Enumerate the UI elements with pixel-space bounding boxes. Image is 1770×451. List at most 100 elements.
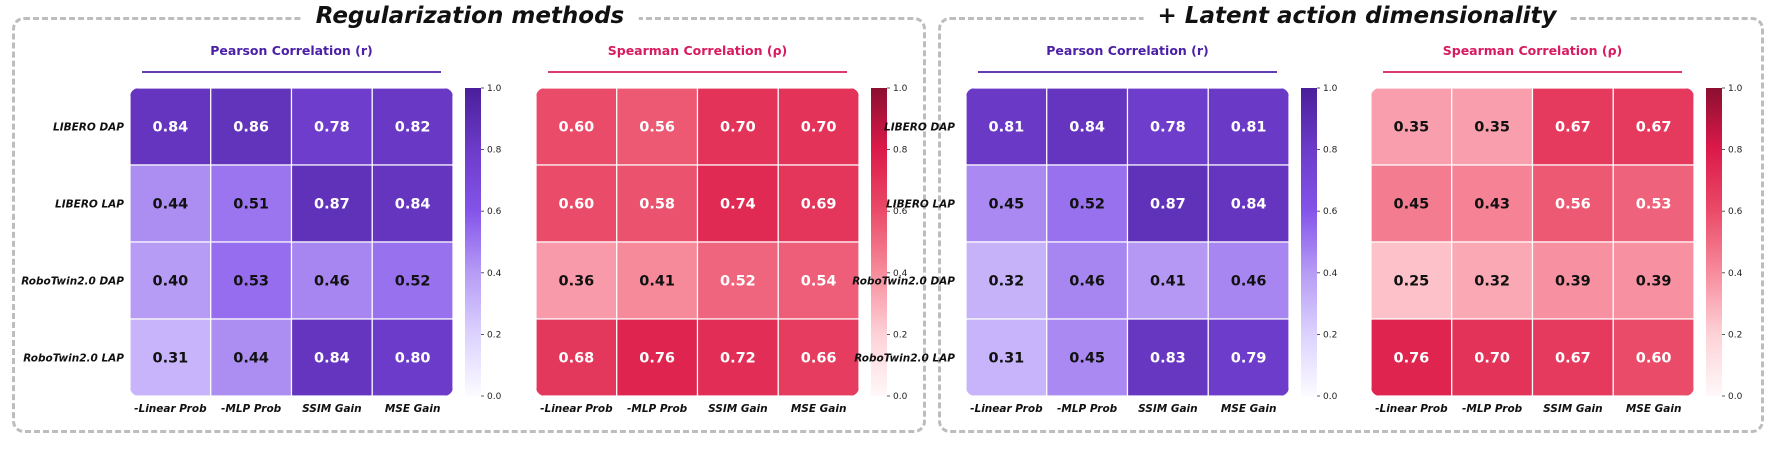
cell-value-label: 0.76 — [639, 351, 675, 367]
cell-value-label: 0.51 — [233, 197, 269, 213]
heatmap-cell — [1046, 241, 1129, 320]
column-label: -Linear Prob — [134, 403, 207, 415]
heatmap-cell — [290, 318, 373, 396]
cell-value-label: 0.66 — [801, 351, 837, 367]
colorbar-tick-label: 0.6 — [893, 207, 908, 217]
cell-value-label: 0.84 — [314, 351, 350, 367]
cell-value-label: 0.58 — [639, 197, 675, 213]
heatmap-title: Spearman Correlation (ρ) — [608, 43, 788, 58]
cell-value-label: 0.67 — [1555, 351, 1591, 367]
cell-value-label: 0.80 — [395, 351, 431, 367]
heatmap-cell — [777, 164, 859, 243]
heatmap-cell — [1207, 164, 1289, 243]
colorbar-tick-label: 0.2 — [1728, 330, 1742, 340]
heatmap-cells — [966, 88, 1289, 396]
row-label: LIBERO DAP — [884, 122, 955, 134]
colorbar-tick-label: 0.8 — [893, 146, 908, 156]
colorbar: 0.0 0.2 0.4 0.6 0.8 1.0 — [465, 84, 502, 402]
cell-value-label: 0.56 — [639, 120, 675, 136]
cell-value-label: 0.78 — [314, 120, 350, 136]
heatmap-cell — [777, 318, 859, 396]
cell-value-label: 0.84 — [1069, 120, 1105, 136]
heatmap-cells — [1371, 88, 1694, 396]
column-label: -MLP Prob — [221, 403, 282, 415]
colorbar-tick-label: 0.6 — [487, 207, 502, 217]
cell-value-label: 0.69 — [801, 197, 837, 213]
heatmap-cell — [1531, 318, 1614, 396]
cell-value-label: 0.81 — [1231, 120, 1267, 136]
heatmap-cell — [777, 88, 859, 166]
column-label: -MLP Prob — [627, 403, 688, 415]
colorbar-tick-label: 0.0 — [1323, 392, 1338, 402]
colorbar: 0.0 0.2 0.4 0.6 0.8 1.0 — [1301, 84, 1338, 402]
heatmap-title: Spearman Correlation (ρ) — [1443, 43, 1623, 58]
heatmap-cell — [1371, 241, 1453, 320]
colorbar-tick-label: 1.0 — [893, 84, 908, 94]
heatmap-cell — [130, 164, 212, 243]
row-label: RoboTwin2.0 LAP — [23, 353, 124, 365]
column-label: MSE Gain — [791, 403, 847, 415]
colorbar-gradient — [1301, 88, 1317, 396]
column-label: MSE Gain — [1221, 403, 1277, 415]
cell-value-label: 0.45 — [988, 197, 1024, 213]
heatmap-cell — [1371, 164, 1453, 243]
column-label: -MLP Prob — [1462, 403, 1523, 415]
cell-value-label: 0.53 — [233, 274, 269, 290]
cell-value-label: 0.32 — [988, 274, 1024, 290]
column-label: -Linear Prob — [1375, 403, 1448, 415]
heatmap-cell — [371, 88, 453, 166]
cell-value-label: 0.68 — [558, 351, 594, 367]
cell-value-label: 0.60 — [558, 197, 594, 213]
heatmap-cells — [536, 88, 859, 396]
cell-value-label: 0.84 — [1231, 197, 1267, 213]
cell-value-label: 0.40 — [152, 274, 188, 290]
cell-value-label: 0.70 — [720, 120, 756, 136]
cell-value-label: 0.52 — [1069, 197, 1105, 213]
colorbar: 0.0 0.2 0.4 0.6 0.8 1.0 — [871, 84, 908, 402]
heatmap-title: Pearson Correlation (r) — [1046, 43, 1209, 58]
cell-value-label: 0.52 — [395, 274, 431, 290]
heatmap-cell — [696, 318, 779, 396]
cell-value-label: 0.25 — [1393, 274, 1429, 290]
heatmap-cell — [130, 318, 212, 396]
cell-value-label: 0.41 — [1150, 274, 1186, 290]
heatmap-spearman-regularization: Spearman Correlation (ρ) 0.60 0.56 0.70 0.70… — [536, 43, 908, 415]
heatmap-cell — [696, 164, 779, 243]
heatmap-cell — [210, 164, 293, 243]
column-label: SSIM Gain — [1138, 403, 1198, 415]
colorbar-tick-label: 1.0 — [1728, 84, 1743, 94]
column-label: -Linear Prob — [970, 403, 1043, 415]
heatmap-cell — [966, 241, 1048, 320]
heatmap-cell — [777, 241, 859, 320]
heatmap-cell — [616, 241, 699, 320]
cell-value-label: 0.78 — [1150, 120, 1186, 136]
heatmap-cell — [616, 88, 699, 166]
cell-value-label: 0.46 — [1069, 274, 1105, 290]
row-label: LIBERO DAP — [53, 122, 124, 134]
row-label: RoboTwin2.0 DAP — [21, 276, 124, 288]
column-label: SSIM Gain — [708, 403, 768, 415]
heatmap-cells — [130, 88, 453, 396]
panel-title-regularization: Regularization methods — [301, 0, 639, 34]
heatmap-cell — [1451, 318, 1534, 396]
column-label: SSIM Gain — [302, 403, 362, 415]
cell-value-label: 0.87 — [1150, 197, 1186, 213]
cell-value-label: 0.32 — [1474, 274, 1510, 290]
cell-value-label: 0.56 — [1555, 197, 1591, 213]
colorbar-gradient — [871, 88, 887, 396]
cell-value-label: 0.82 — [395, 120, 431, 136]
colorbar-tick-label: 0.2 — [487, 330, 501, 340]
cell-value-label: 0.84 — [395, 197, 431, 213]
column-label: MSE Gain — [1626, 403, 1682, 415]
heatmap-cell — [1531, 88, 1614, 166]
cell-value-label: 0.79 — [1231, 351, 1267, 367]
cell-value-label: 0.76 — [1393, 351, 1429, 367]
heatmap-cell — [130, 88, 212, 166]
cell-value-label: 0.43 — [1474, 197, 1510, 213]
cell-value-label: 0.83 — [1150, 351, 1186, 367]
colorbar-tick-label: 0.0 — [893, 392, 908, 402]
cell-value-label: 0.53 — [1636, 197, 1672, 213]
colorbar-tick-label: 0.4 — [487, 269, 502, 279]
heatmap-cell — [1126, 318, 1209, 396]
